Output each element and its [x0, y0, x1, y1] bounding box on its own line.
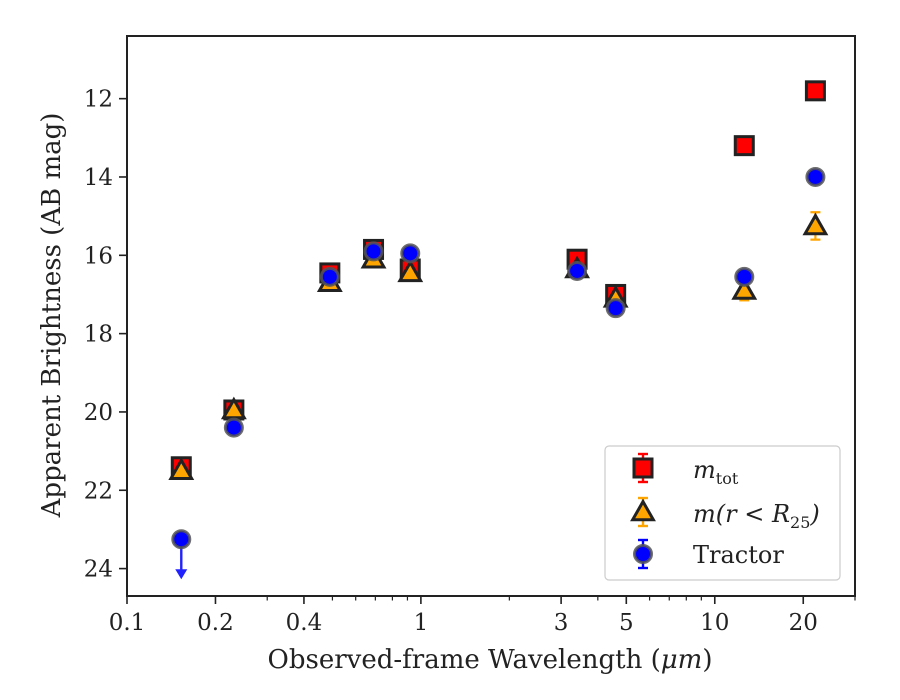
series-mtot: [170, 80, 826, 478]
x-tick-label-2: 0.4: [286, 610, 323, 636]
point-tractor-6: [605, 298, 626, 319]
y-tick-label-2: 16: [84, 243, 113, 269]
series-m-r25: [168, 211, 829, 480]
legend-symbol-mtot: [632, 457, 654, 479]
x-tick-label-5: 5: [619, 610, 634, 636]
axis-ticks: 0.1 0.2 0.4 1 3 5 10 20 12 14 16 18 20 22 24: [84, 87, 856, 636]
y-tick-label-1: 14: [84, 165, 113, 191]
point-m-r25-8: [802, 212, 829, 236]
x-tick-label-6: 10: [700, 610, 729, 636]
legend-box: [604, 445, 841, 581]
legend-label-m-r25-sub: 25: [790, 513, 810, 532]
x-axis-label: Observed-frame Wavelength (μm): [268, 645, 713, 675]
legend-label-mtot-main: m: [693, 456, 716, 484]
legend-symbol-m-r25: [630, 498, 656, 522]
legend-symbol-tractor: [633, 544, 653, 564]
x-tick-label-0: 0.1: [109, 610, 146, 636]
y-tick-label-0: 12: [84, 87, 113, 113]
y-tick-label-4: 20: [84, 400, 113, 426]
legend-label-m-r25: m(r < R25): [693, 500, 820, 532]
x-axis-label-prefix: Observed-frame Wavelength (: [268, 645, 661, 675]
y-tick-label-5: 22: [84, 478, 113, 504]
legend-label-tractor: Tractor: [693, 541, 784, 569]
point-mtot-8: [804, 80, 826, 102]
upper-limit-arrowhead: [175, 569, 188, 580]
legend-label-m-r25-main: m(r < R: [693, 500, 790, 528]
x-tick-label-3: 1: [414, 610, 429, 636]
legend-marker-mtot: [632, 452, 654, 484]
x-tick-label-7: 20: [789, 610, 818, 636]
x-axis-label-unit: μm: [661, 645, 703, 675]
point-tractor-0: [171, 529, 192, 550]
point-tractor-4: [400, 243, 421, 264]
legend-marker-m-r25: [630, 496, 656, 528]
point-tractor-7: [734, 266, 755, 287]
x-axis-label-suffix: ): [702, 645, 712, 675]
y-tick-label-6: 24: [84, 557, 113, 583]
x-tick-label-1: 0.2: [197, 610, 234, 636]
point-tractor-2: [319, 266, 340, 287]
legend-marker-tractor: [633, 538, 653, 570]
point-mtot-7: [733, 135, 755, 157]
point-tractor-1: [223, 417, 244, 438]
legend-label-mtot: mtot: [693, 456, 739, 488]
data-marks: [168, 80, 829, 580]
x-tick-label-4: 3: [554, 610, 569, 636]
legend-label-m-r25-end: ): [809, 500, 819, 528]
point-tractor-3: [363, 241, 384, 262]
point-m-r25-4: [397, 259, 424, 283]
y-tick-label-3: 18: [84, 322, 113, 348]
y-axis-label: Apparent Brightness (AB mag): [37, 113, 67, 519]
series-tractor: [171, 166, 826, 580]
point-tractor-8: [805, 166, 826, 187]
plot-frame: [126, 35, 856, 597]
legend: mtot m(r < R25) Tractor: [604, 445, 841, 581]
legend-label-mtot-sub: tot: [716, 469, 739, 488]
point-tractor-5: [567, 260, 588, 281]
point-m-r25-0: [168, 457, 195, 480]
point-m-r25-7: [731, 277, 758, 300]
